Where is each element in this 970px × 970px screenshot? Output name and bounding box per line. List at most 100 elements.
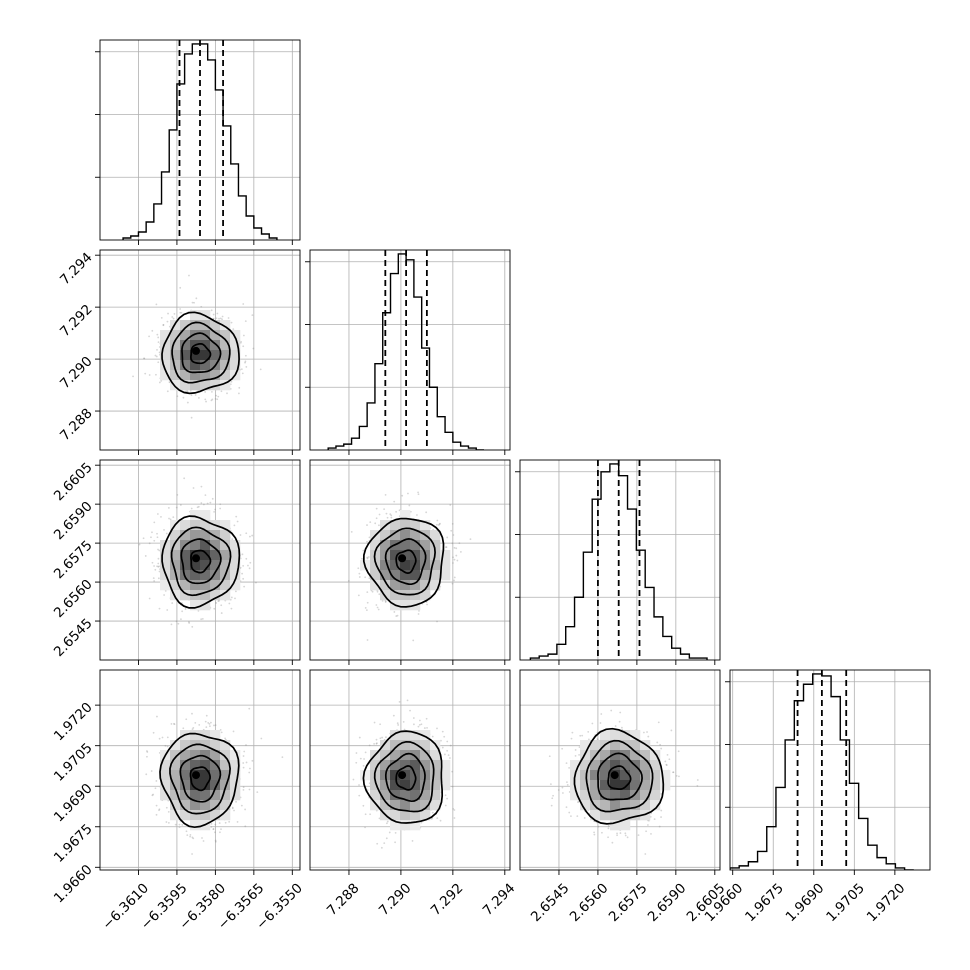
density-cell bbox=[650, 770, 661, 781]
density-cell bbox=[380, 580, 391, 591]
scatter-point bbox=[244, 825, 247, 828]
density-cell bbox=[160, 370, 171, 381]
scatter-point bbox=[453, 809, 456, 811]
scatter-point bbox=[599, 722, 602, 724]
scatter-point bbox=[169, 518, 172, 521]
density-cell bbox=[230, 350, 241, 361]
scatter-point bbox=[158, 549, 161, 552]
density-cell bbox=[200, 350, 211, 361]
scatter-point bbox=[235, 515, 238, 518]
density-cell bbox=[400, 570, 411, 581]
density-cell bbox=[220, 370, 231, 381]
density-cell bbox=[630, 730, 641, 741]
scatter-point bbox=[185, 718, 188, 721]
scatter-point bbox=[193, 301, 195, 304]
density-cell bbox=[200, 810, 211, 821]
scatter-point bbox=[153, 521, 156, 524]
density-cell bbox=[580, 790, 591, 801]
scatter-point bbox=[205, 400, 207, 403]
density-cell bbox=[180, 750, 191, 761]
scatter-point bbox=[226, 392, 228, 395]
scatter-point bbox=[443, 735, 446, 738]
x-tick-label: 2.6560 bbox=[567, 880, 612, 925]
scatter-point bbox=[215, 394, 218, 397]
scatter-point bbox=[364, 607, 367, 609]
scatter-point bbox=[230, 380, 233, 383]
scatter-point bbox=[281, 756, 284, 759]
density-cell bbox=[390, 800, 401, 811]
density-cell bbox=[370, 540, 381, 551]
scatter-point bbox=[614, 725, 617, 727]
scatter-point bbox=[386, 820, 389, 823]
density-cell bbox=[230, 540, 241, 551]
scatter-point bbox=[380, 846, 383, 849]
scatter-point bbox=[191, 836, 194, 839]
scatter-point bbox=[221, 318, 223, 321]
density-cell bbox=[220, 580, 231, 591]
density-cell bbox=[170, 770, 181, 781]
density-cell bbox=[430, 790, 441, 801]
scatter-point bbox=[436, 727, 438, 730]
contour-line bbox=[170, 526, 232, 597]
scatter-point bbox=[659, 743, 662, 746]
scatter-point bbox=[552, 794, 554, 797]
scatter-point bbox=[578, 746, 581, 749]
x-tick-label: 2.6575 bbox=[606, 880, 651, 925]
density-cell bbox=[620, 740, 631, 751]
density-cell bbox=[630, 770, 641, 781]
scatter-point bbox=[645, 830, 648, 833]
scatter-point bbox=[375, 507, 378, 510]
scatter-point bbox=[158, 607, 161, 610]
density-cell bbox=[640, 760, 651, 771]
density-cell bbox=[230, 760, 241, 771]
scatter-point bbox=[637, 834, 640, 837]
scatter-point bbox=[235, 800, 237, 803]
scatter-point bbox=[214, 831, 216, 834]
density-cell bbox=[190, 580, 201, 591]
scatter-point bbox=[619, 711, 622, 714]
scatter-point bbox=[248, 567, 251, 570]
scatter-point bbox=[172, 317, 175, 320]
scatter-point bbox=[394, 831, 397, 834]
contours bbox=[362, 517, 445, 608]
scatter-point bbox=[437, 524, 440, 526]
density-cell bbox=[160, 580, 171, 591]
density-cell bbox=[230, 570, 241, 581]
scatter-point bbox=[202, 840, 205, 842]
scatter-point bbox=[170, 623, 173, 626]
scatter-point bbox=[231, 807, 234, 810]
scatter-point bbox=[548, 755, 551, 758]
density-cell bbox=[220, 360, 231, 371]
density-cell bbox=[590, 770, 601, 781]
scatter-point bbox=[624, 834, 627, 837]
density-peak bbox=[192, 771, 200, 780]
scatter-point bbox=[200, 502, 203, 504]
density-cell bbox=[180, 760, 191, 771]
scatter-point bbox=[191, 625, 194, 628]
density-cell bbox=[370, 580, 381, 591]
scatter-point bbox=[197, 397, 200, 399]
scatter-point bbox=[420, 821, 423, 824]
density-cell bbox=[190, 790, 201, 801]
contour-line bbox=[384, 538, 427, 586]
scatter-point bbox=[409, 709, 411, 712]
density-cell bbox=[200, 530, 211, 541]
scatter-point bbox=[153, 580, 156, 582]
density-cell bbox=[180, 590, 191, 601]
density-cell bbox=[200, 780, 211, 791]
scatter-point bbox=[191, 853, 193, 855]
scatter-point bbox=[146, 755, 148, 758]
scatter-point bbox=[446, 797, 449, 800]
scatter-point bbox=[188, 621, 190, 623]
scatter-point bbox=[240, 340, 242, 343]
scatter-point bbox=[152, 577, 155, 580]
scatter-point bbox=[200, 485, 203, 488]
scatter-point bbox=[154, 354, 157, 357]
scatter-point bbox=[188, 274, 190, 277]
contour-line bbox=[395, 765, 417, 791]
scatter-point bbox=[416, 514, 418, 516]
density-cell bbox=[230, 360, 241, 371]
density-cell bbox=[210, 760, 221, 771]
scatter-point bbox=[245, 557, 248, 560]
